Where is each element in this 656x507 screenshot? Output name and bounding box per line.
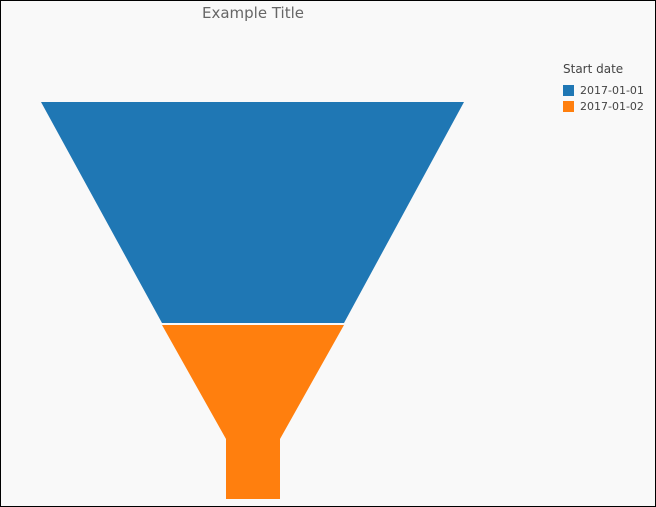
legend-title: Start date bbox=[563, 62, 624, 76]
legend-item-2017-01-02[interactable]: 2017-01-02 bbox=[563, 98, 644, 114]
legend-swatch bbox=[563, 84, 574, 96]
funnel-stage-2017-01-02[interactable] bbox=[162, 325, 344, 499]
chart-title: Example Title bbox=[202, 4, 304, 22]
legend-item-2017-01-01[interactable]: 2017-01-01 bbox=[563, 82, 644, 98]
legend-label: 2017-01-02 bbox=[580, 99, 644, 113]
legend-label: 2017-01-01 bbox=[580, 83, 644, 97]
legend: Start date 2017-01-01 2017-01-02 bbox=[563, 62, 644, 114]
legend-swatch bbox=[563, 100, 574, 112]
funnel-stage-2017-01-01[interactable] bbox=[41, 102, 464, 323]
